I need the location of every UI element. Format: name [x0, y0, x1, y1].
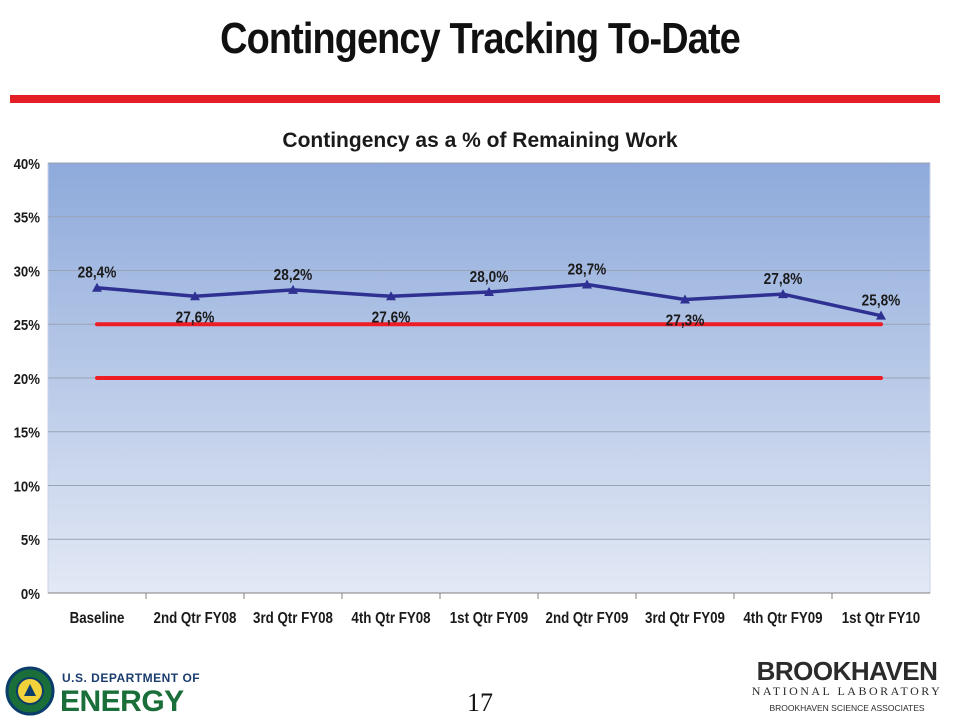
data-point	[92, 282, 102, 292]
chart-title: Contingency as a % of Remaining Work	[282, 129, 677, 152]
y-tick-label: 25%	[14, 316, 41, 333]
title-rule	[10, 95, 940, 103]
page-number: 17	[467, 688, 493, 717]
y-tick-label: 0%	[21, 585, 40, 602]
y-tick-label: 10%	[14, 478, 41, 495]
bnl-name: BROOKHAVEN	[757, 656, 938, 686]
data-label: 28,4%	[78, 265, 117, 282]
x-tick-label: 3rd Qtr FY09	[645, 610, 725, 627]
x-tick-label: 4th Qtr FY08	[351, 610, 430, 627]
doe-line1: U.S. DEPARTMENT OF	[62, 671, 200, 685]
data-point	[386, 291, 396, 301]
doe-logo: U.S. DEPARTMENT OF ENERGY	[5, 666, 200, 717]
x-tick-label: 3rd Qtr FY08	[253, 610, 333, 627]
data-label: 27,3%	[666, 313, 705, 330]
y-tick-label: 40%	[14, 155, 41, 172]
x-tick-label: 2nd Qtr FY08	[154, 610, 237, 627]
data-point	[876, 310, 886, 320]
contingency-chart: Contingency as a % of Remaining Work 0% 5…	[14, 129, 931, 627]
data-point	[190, 291, 200, 301]
data-label: 28,0%	[470, 269, 509, 286]
y-tick-label: 30%	[14, 263, 41, 280]
doe-line2: ENERGY	[60, 685, 184, 717]
data-label: 27,6%	[372, 310, 411, 327]
x-tick-label: Baseline	[70, 610, 125, 627]
data-label: 27,6%	[176, 310, 215, 327]
data-label: 25,8%	[862, 293, 901, 310]
data-label: 28,7%	[568, 262, 607, 279]
y-tick-label: 20%	[14, 370, 41, 387]
x-tick-label: 2nd Qtr FY09	[546, 610, 629, 627]
bnl-sub: NATIONAL LABORATORY	[752, 684, 943, 698]
data-label: 28,2%	[274, 267, 313, 284]
data-point	[484, 287, 494, 296]
data-label: 27,8%	[764, 271, 803, 288]
y-tick-label: 15%	[14, 424, 41, 441]
data-point	[680, 294, 690, 304]
x-tick-label: 1st Qtr FY10	[842, 610, 920, 627]
x-tick-label: 4th Qtr FY09	[743, 610, 822, 627]
data-point	[582, 279, 592, 289]
bnl-assoc: BROOKHAVEN SCIENCE ASSOCIATES	[769, 703, 924, 713]
data-point	[778, 289, 788, 299]
bnl-logo: BROOKHAVEN NATIONAL LABORATORY BROOKHAVE…	[752, 656, 943, 713]
y-tick-label: 35%	[14, 209, 41, 226]
x-tick-label: 1st Qtr FY09	[450, 610, 528, 627]
y-tick-label: 5%	[21, 531, 40, 548]
data-point	[288, 284, 298, 294]
slide-title: Contingency Tracking To-Date	[220, 14, 741, 63]
